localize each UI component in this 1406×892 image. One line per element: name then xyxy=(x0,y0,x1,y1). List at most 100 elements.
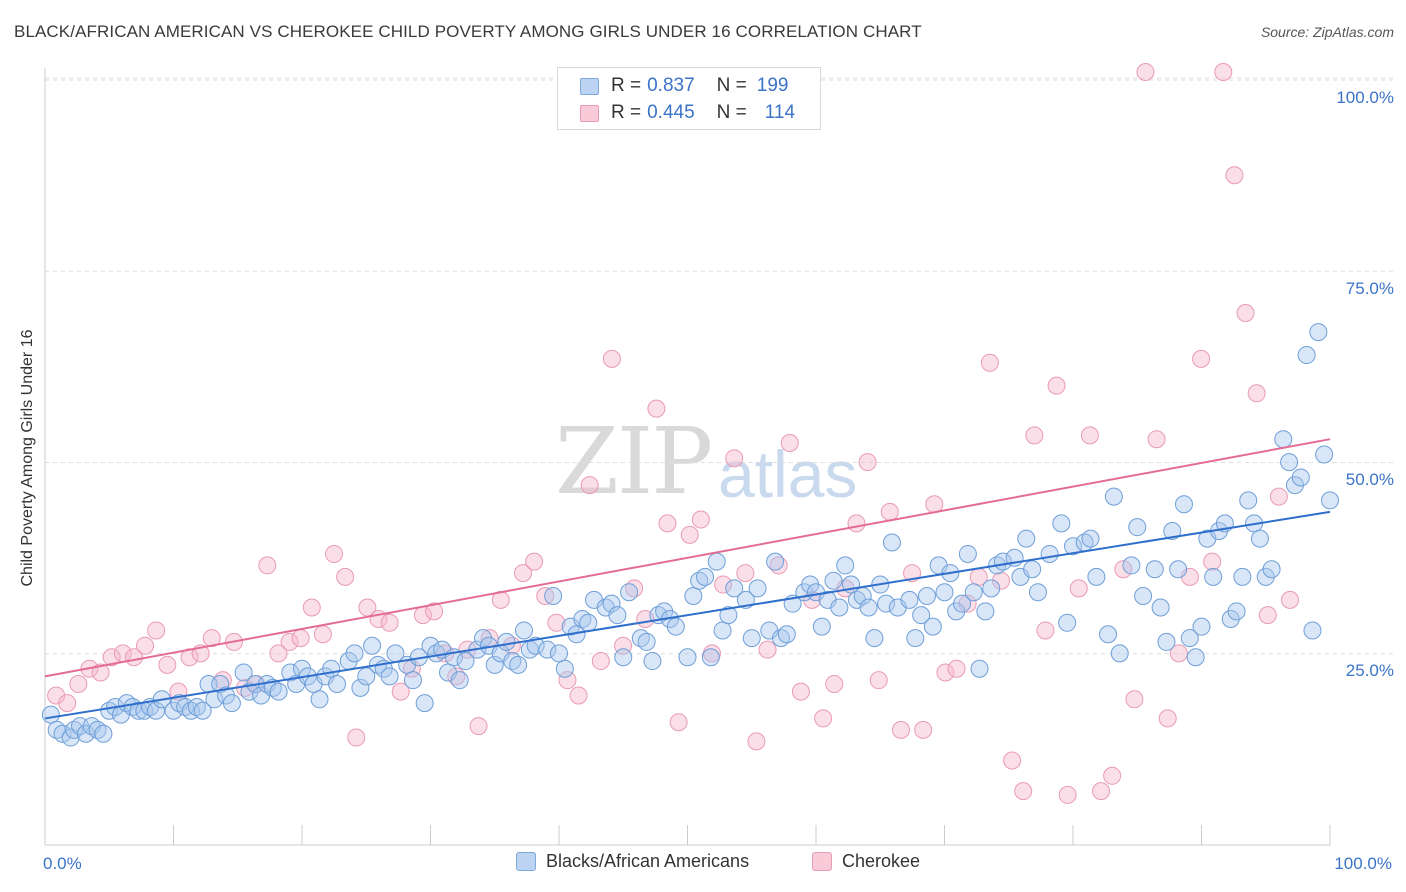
cherokee-point xyxy=(280,632,299,651)
blacks-point xyxy=(865,629,884,648)
cherokee-point xyxy=(858,453,877,472)
x-tick-label-min: 0.0% xyxy=(43,854,82,873)
blacks-point xyxy=(322,659,341,678)
cherokee-point xyxy=(1069,579,1088,598)
cherokee-point xyxy=(680,525,699,544)
blacks-point xyxy=(1134,587,1153,606)
cherokee-point xyxy=(536,587,555,606)
cherokee-point xyxy=(903,564,922,583)
blacks-point xyxy=(310,690,329,709)
blacks-point xyxy=(94,724,113,743)
cherokee-point xyxy=(1214,63,1233,81)
y-tick-label: 75.0% xyxy=(1346,279,1394,298)
blacks-point xyxy=(1151,598,1170,617)
bottom-legend-item-blacks: Blacks/African Americans xyxy=(516,851,749,872)
y-tick-label: 25.0% xyxy=(1346,661,1394,680)
cherokee-point xyxy=(347,728,366,747)
cherokee-point xyxy=(647,399,666,418)
blacks-point xyxy=(1192,617,1211,636)
bottom-legend-swatch-blue xyxy=(516,852,536,871)
legend-r-value: 0.837 xyxy=(647,75,695,96)
cherokee-point xyxy=(947,659,966,678)
blacks-point xyxy=(1303,621,1322,640)
y-tick-label: 50.0% xyxy=(1346,470,1394,489)
blacks-point xyxy=(964,583,983,602)
legend-r-label: R = xyxy=(611,75,642,96)
blacks-point xyxy=(415,694,434,713)
y-tick-labels: 25.0% 50.0% 75.0% 100.0% xyxy=(1336,88,1394,680)
blacks-point xyxy=(830,598,849,617)
blacks-point xyxy=(713,621,732,640)
x-tick-label-max: 100.0% xyxy=(1334,854,1392,873)
watermark-atlas: atlas xyxy=(718,437,858,511)
blacks-point xyxy=(707,552,726,571)
cherokee-point xyxy=(880,502,899,521)
cherokee-point xyxy=(147,621,166,640)
cherokee-point xyxy=(258,556,277,575)
cherokee-point xyxy=(336,567,355,586)
blacks-point xyxy=(555,659,574,678)
cherokee-point xyxy=(1258,606,1277,625)
cherokee-point xyxy=(1203,552,1222,571)
blacks-point xyxy=(41,705,60,724)
blacks-point xyxy=(1104,487,1123,506)
cherokee-point xyxy=(1092,782,1111,801)
blacks-point xyxy=(193,701,212,720)
blacks-point xyxy=(129,701,148,720)
blacks-point xyxy=(450,671,469,690)
cherokee-point xyxy=(1025,426,1044,445)
blacks-point xyxy=(859,598,878,617)
blacks-point xyxy=(906,629,925,648)
blacks-point xyxy=(602,594,621,613)
legend-swatch-pink xyxy=(580,104,599,122)
blacks-point xyxy=(1087,567,1106,586)
blacks-point xyxy=(351,678,370,697)
cherokee-point xyxy=(525,552,544,571)
blacks-point xyxy=(935,583,954,602)
blacks-point xyxy=(643,652,662,671)
blacks-point xyxy=(269,682,288,701)
cherokee-point xyxy=(714,575,733,594)
cherokee-point xyxy=(602,349,621,368)
bottom-legend-label: Blacks/African Americans xyxy=(546,851,750,871)
cherokee-point xyxy=(158,655,177,674)
legend-n-value: 199 xyxy=(756,75,789,96)
blacks-point xyxy=(614,648,633,667)
chart-title: BLACK/AFRICAN AMERICAN VS CHEROKEE CHILD… xyxy=(14,22,922,41)
blacks-point xyxy=(976,602,995,621)
blacks-point xyxy=(970,659,989,678)
blacks-point xyxy=(1023,560,1042,579)
cherokee-point xyxy=(580,476,599,495)
blacks-point xyxy=(953,594,972,613)
legend-r-value: 0.445 xyxy=(647,102,695,123)
blacks-point xyxy=(836,556,855,575)
cherokee-point xyxy=(1169,644,1188,663)
blacks-point xyxy=(684,587,703,606)
cherokee-point xyxy=(1003,751,1022,770)
blacks-point xyxy=(403,671,422,690)
cherokee-point xyxy=(1158,709,1177,728)
cherokee-point xyxy=(1269,487,1288,506)
legend-row-cherokee: R = 0.445 N = 114 xyxy=(580,101,795,125)
cherokee-point xyxy=(58,694,77,713)
blacks-point xyxy=(1315,445,1334,464)
cherokee-point xyxy=(825,675,844,693)
blacks-point xyxy=(146,701,165,720)
cherokee-point xyxy=(980,353,999,372)
blacks-point xyxy=(608,606,627,625)
legend: R = 0.837 N = 199 R = 0.445 N = 114 xyxy=(557,67,821,130)
axes xyxy=(44,68,1331,846)
cherokee-point xyxy=(1080,426,1099,445)
blacks-point xyxy=(1058,613,1077,632)
cherokee-point xyxy=(391,682,410,701)
cherokee-point xyxy=(269,644,288,663)
cherokee-point xyxy=(891,720,910,739)
cherokee-point xyxy=(847,514,866,533)
blacks-point xyxy=(1204,567,1223,586)
blacks-point xyxy=(1280,453,1299,472)
legend-n-label: N = xyxy=(716,75,747,96)
bottom-legend-swatch-pink xyxy=(812,852,832,871)
blacks-point xyxy=(1099,625,1118,644)
blacks-point xyxy=(1297,346,1316,365)
legend-n-label: N = xyxy=(716,102,747,123)
